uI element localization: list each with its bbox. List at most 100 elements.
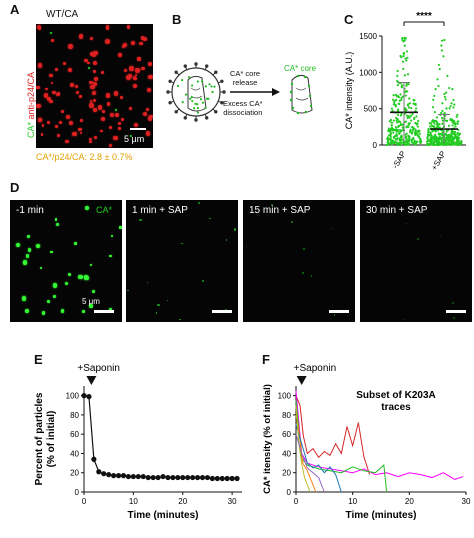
y-tick-label: 40	[70, 449, 79, 458]
data-point	[451, 124, 454, 127]
y-tick-label: 1000	[359, 68, 377, 77]
particle-dot	[77, 127, 82, 132]
data-point	[448, 138, 451, 141]
data-point	[209, 475, 215, 482]
data-point	[392, 94, 395, 97]
data-point	[445, 107, 448, 110]
data-point	[450, 133, 453, 136]
data-point	[387, 141, 390, 144]
data-point	[418, 132, 421, 135]
data-point	[404, 140, 408, 143]
x-tick-label: 30	[228, 497, 237, 506]
particle-dot	[224, 308, 227, 311]
data-point	[190, 474, 196, 481]
particle-dot	[127, 290, 129, 292]
spike-head	[168, 101, 172, 105]
particle-dot	[245, 245, 247, 247]
ca-star-dot	[181, 101, 184, 104]
trace-line-1	[295, 395, 371, 475]
particle-dot	[87, 66, 90, 69]
data-point	[454, 125, 457, 128]
data-point	[392, 119, 395, 122]
data-point	[450, 102, 453, 105]
data-point	[408, 140, 411, 143]
ca-star-dot	[196, 103, 199, 106]
data-point	[417, 119, 420, 122]
particle-dot	[54, 125, 58, 129]
data-point	[405, 82, 408, 86]
data-point	[445, 138, 448, 141]
y-tick-label: 60	[70, 430, 79, 439]
data-point	[456, 120, 459, 123]
data-point	[106, 472, 112, 478]
particle-dot	[49, 73, 54, 78]
data-point	[398, 120, 402, 124]
spike-head	[194, 118, 198, 122]
data-point	[410, 141, 414, 144]
panel-d-timelapse: -1 min CA* 5 μm 1 min + SAP 15 min + SAP…	[10, 200, 472, 322]
data-point	[115, 473, 122, 479]
particle-dot	[60, 110, 64, 114]
particle-dot	[109, 254, 112, 258]
data-point	[445, 130, 448, 133]
particle-dot	[26, 235, 30, 239]
data-point	[457, 137, 460, 140]
channel-label: CA*	[96, 205, 113, 215]
data-point	[125, 473, 132, 480]
particle-dot	[181, 243, 183, 245]
data-point	[418, 129, 421, 132]
particle-dot	[132, 76, 137, 80]
data-point	[407, 106, 411, 109]
particle-dot	[80, 131, 83, 135]
data-point	[433, 122, 436, 125]
particle-dot	[135, 68, 140, 73]
particle-dot	[113, 91, 119, 96]
particle-dot	[38, 28, 41, 31]
particle-dot	[89, 100, 93, 103]
data-point	[96, 469, 102, 475]
y-axis-label: CA* itensity (% of initial)	[262, 384, 273, 494]
particle-dot	[105, 25, 110, 29]
data-point	[234, 475, 240, 482]
panel-f-chart: 0 20 40 60 80 100 0 10 20 30 Time (minutes) CA* ite…	[262, 363, 471, 521]
data-point	[443, 38, 446, 42]
data-point	[403, 74, 407, 77]
data-point	[445, 136, 449, 139]
data-point	[214, 475, 220, 482]
data-point	[448, 86, 451, 90]
particle-dot	[104, 38, 110, 44]
data-point	[413, 117, 416, 121]
x-tick-label: 30	[462, 497, 471, 506]
data-point	[395, 116, 398, 120]
y-tick-label: 1500	[359, 32, 377, 41]
data-point	[440, 117, 444, 120]
particle-dot	[89, 263, 93, 267]
frame-0-label: -1 min	[16, 205, 44, 216]
particle-dot	[40, 133, 44, 136]
particle-dot	[56, 134, 61, 138]
particle-dot	[87, 61, 90, 65]
data-point	[81, 393, 87, 399]
spike-head	[214, 110, 218, 114]
data-point	[402, 67, 405, 71]
data-point	[407, 136, 411, 139]
spike-head	[205, 64, 209, 68]
data-point	[165, 474, 171, 481]
particle-dot	[100, 129, 103, 133]
arrow-bottom-line-1: Excess CA*	[223, 99, 263, 108]
particle-dot	[148, 61, 153, 66]
spike-head	[174, 70, 178, 74]
y-tick-label: 100	[278, 392, 292, 401]
data-point	[408, 97, 411, 100]
ca-star-dot	[304, 110, 308, 114]
particle-dot	[113, 135, 119, 141]
data-point	[414, 128, 417, 131]
panel-label-a: A	[10, 2, 20, 17]
ca-star-dot	[213, 85, 216, 88]
particle-dot	[37, 117, 42, 123]
data-point	[386, 137, 389, 141]
particle-dot	[92, 60, 97, 65]
ca-star-dot	[309, 104, 313, 108]
particle-dot	[67, 273, 71, 277]
data-point	[436, 78, 439, 81]
